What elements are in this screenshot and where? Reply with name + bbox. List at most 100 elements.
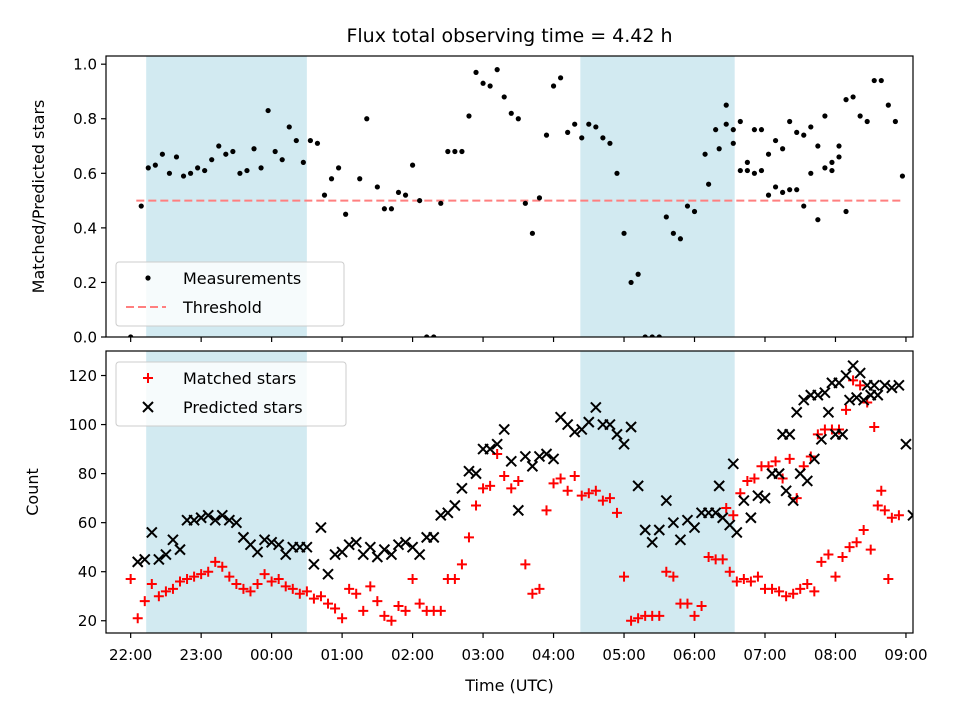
ratio-point	[314, 140, 321, 146]
x-tick-label: 22:00	[109, 646, 152, 664]
count-point	[223, 514, 236, 526]
count-point	[132, 556, 144, 568]
ratio-point	[730, 127, 736, 133]
count-point	[626, 615, 637, 626]
count-point	[491, 438, 503, 450]
ratio-shaded-interval-2	[580, 56, 735, 337]
count-point	[713, 480, 725, 492]
ratio-point	[663, 214, 669, 220]
ratio-point	[787, 118, 793, 125]
count-legend-label: Predicted stars	[183, 398, 303, 417]
count-point	[815, 433, 828, 445]
count-point	[780, 485, 792, 497]
count-point	[632, 480, 644, 492]
ratio-point	[808, 170, 814, 176]
count-point	[731, 576, 742, 587]
ratio-point	[758, 167, 765, 174]
count-point	[857, 394, 870, 406]
count-point	[146, 526, 158, 539]
count-point	[238, 583, 249, 594]
ratio-point	[195, 165, 201, 171]
ratio-point	[402, 192, 409, 198]
ratio-point	[293, 137, 299, 144]
ratio-point	[850, 94, 856, 100]
ratio-point	[480, 80, 486, 86]
ratio-point	[670, 230, 676, 236]
count-point	[167, 534, 179, 546]
count-point	[583, 488, 594, 499]
count-point	[308, 558, 320, 571]
ratio-point	[550, 83, 557, 89]
ratio-point	[899, 173, 906, 179]
count-y-tick-label: 100	[68, 416, 97, 434]
ratio-point	[691, 208, 698, 215]
count-point	[533, 450, 546, 463]
count-point	[400, 605, 411, 616]
count-point	[738, 574, 749, 585]
count-point	[379, 610, 390, 621]
x-tick-label: 00:00	[250, 646, 293, 664]
count-point	[428, 531, 440, 544]
count-point	[484, 443, 496, 455]
ratio-point	[452, 148, 458, 155]
count-point	[224, 571, 235, 582]
count-point	[646, 536, 658, 548]
ratio-point	[737, 167, 743, 174]
count-panel: 20 40 60 80 100 120 22:00 23:00 00:00 01:00 02:00 0…	[23, 350, 928, 664]
count-point	[900, 438, 912, 450]
ratio-point	[388, 206, 395, 212]
count-point	[590, 485, 601, 496]
count-series-2	[132, 360, 913, 580]
count-point	[287, 583, 298, 594]
count-point	[513, 475, 524, 486]
ratio-y-tick-label: 0.4	[73, 219, 97, 237]
count-point	[569, 471, 580, 482]
count-point	[541, 505, 552, 516]
count-point	[770, 456, 781, 467]
count-point	[470, 467, 482, 480]
count-point	[399, 536, 412, 548]
ratio-point	[794, 187, 800, 193]
x-tick-label: 07:00	[743, 646, 786, 664]
count-point	[308, 593, 319, 604]
count-legend-label: Matched stars	[183, 369, 296, 388]
count-point	[728, 510, 739, 521]
ratio-point	[166, 170, 173, 176]
ratio-point	[684, 203, 691, 209]
count-point	[202, 509, 214, 522]
count-point	[822, 406, 835, 419]
x-tick-label: 08:00	[814, 646, 857, 664]
ratio-point	[321, 192, 328, 198]
ratio-point	[677, 236, 684, 242]
count-point	[364, 541, 377, 553]
count-axes-frame	[105, 350, 914, 634]
count-point	[611, 507, 622, 518]
count-point	[604, 493, 615, 504]
count-point	[879, 505, 890, 516]
ratio-point	[572, 121, 578, 127]
count-point	[372, 596, 383, 607]
ratio-y-tick-label: 0.2	[73, 274, 97, 292]
count-point	[301, 586, 312, 597]
ratio-point	[751, 170, 758, 176]
count-point	[315, 591, 326, 602]
count-point	[547, 453, 560, 465]
ratio-point	[173, 154, 180, 160]
ratio-point	[706, 181, 712, 187]
ratio-point	[431, 334, 437, 337]
count-point	[752, 571, 763, 582]
count-point	[688, 521, 701, 534]
count-y-tick-label: 120	[68, 367, 97, 385]
count-point	[790, 406, 803, 419]
ratio-point	[209, 157, 215, 163]
count-point	[865, 544, 876, 555]
count-point	[717, 554, 728, 565]
ratio-point	[159, 151, 165, 157]
count-point	[385, 548, 398, 561]
count-point	[745, 512, 757, 524]
ratio-point	[579, 135, 585, 141]
ratio-point	[600, 135, 606, 141]
ratio-point	[487, 83, 493, 89]
count-point	[682, 598, 693, 609]
